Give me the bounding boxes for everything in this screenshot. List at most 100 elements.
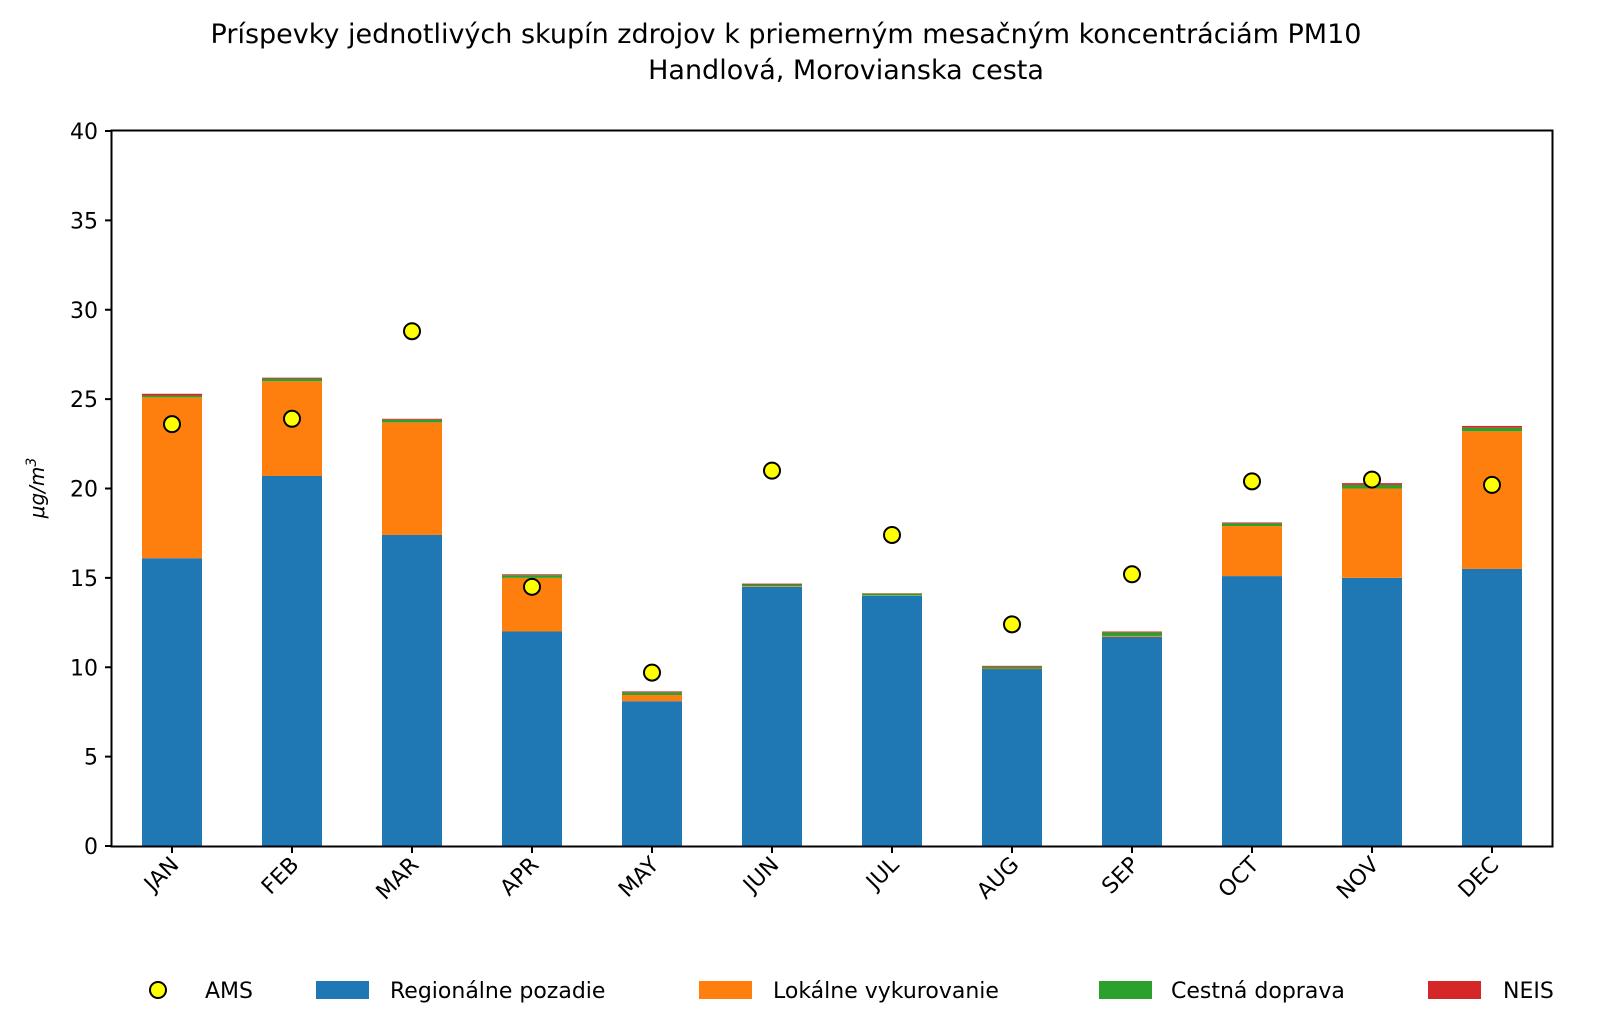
x-tick-label-mar: MAR xyxy=(372,853,425,906)
bar-segment-apr-2 xyxy=(502,575,562,578)
y-tick-label: 0 xyxy=(84,835,98,860)
x-tick-label-apr: APR xyxy=(496,853,545,902)
ams-point-feb xyxy=(283,409,301,428)
y-tick-label: 15 xyxy=(70,567,98,592)
ams-point-aug xyxy=(1003,615,1021,634)
bar-segment-may-1 xyxy=(622,694,682,702)
bar-segment-dec-2 xyxy=(1462,427,1522,432)
x-tick-label-jul: JUL xyxy=(861,852,905,896)
bar-segment-oct-3 xyxy=(1222,522,1282,524)
bar-segment-feb-3 xyxy=(262,377,322,379)
bar-segment-aug-0 xyxy=(982,669,1042,846)
x-tick-label-sep: SEP xyxy=(1097,853,1144,900)
legend-label: NEIS xyxy=(1503,979,1554,1004)
bar-segment-feb-1 xyxy=(262,381,322,476)
bar-segment-aug-3 xyxy=(982,665,1042,667)
legend-label: Cestná doprava xyxy=(1171,979,1345,1004)
x-tick-label-aug: AUG xyxy=(972,853,1024,905)
bar-segment-may-3 xyxy=(622,691,682,693)
legend-item-3: NEIS xyxy=(1428,979,1554,1004)
ams-point-nov xyxy=(1363,470,1381,489)
plot-frame xyxy=(110,129,1554,848)
bar-segment-jul-2 xyxy=(862,593,922,596)
x-tick-label-may: MAY xyxy=(614,852,664,902)
bar-segment-jan-2 xyxy=(142,395,202,398)
ams-point-oct xyxy=(1243,472,1261,491)
bar-segment-jan-3 xyxy=(142,393,202,396)
ams-point-mar xyxy=(403,322,421,341)
legend-label: Lokálne vykurovanie xyxy=(773,979,999,1004)
chart-title: Príspevky jednotlivých skupín zdrojov k … xyxy=(211,19,1362,50)
bar-segment-nov-1 xyxy=(1342,488,1402,578)
legend-swatch xyxy=(316,981,369,999)
bar-segment-mar-0 xyxy=(382,534,442,846)
ams-points xyxy=(163,322,1501,682)
legend-item-ams: AMS xyxy=(149,979,253,1004)
y-tick-label: 20 xyxy=(70,478,98,503)
y-tick-label: 35 xyxy=(70,209,98,234)
legend-swatch xyxy=(699,981,752,999)
bar-segment-aug-1 xyxy=(982,668,1042,670)
bar-segment-jul-0 xyxy=(862,595,922,846)
bar-segment-sep-3 xyxy=(1102,631,1162,633)
ams-point-jan xyxy=(163,415,181,434)
legend-swatch xyxy=(1428,981,1481,999)
bar-segment-sep-0 xyxy=(1102,636,1162,846)
bar-segment-apr-3 xyxy=(502,574,562,576)
ams-point-may xyxy=(643,663,661,682)
y-tick-label: 10 xyxy=(70,656,98,681)
legend: AMS Regionálne pozadie Lokálne vykurovanie… xyxy=(149,979,1554,1004)
ams-point-jun xyxy=(763,461,781,480)
bar-segment-aug-2 xyxy=(982,666,1042,669)
bar-segment-mar-3 xyxy=(382,418,442,420)
bar-segment-mar-1 xyxy=(382,422,442,535)
bar-segment-apr-0 xyxy=(502,631,562,846)
legend-item-1: Lokálne vykurovanie xyxy=(699,979,999,1004)
legend-swatch xyxy=(1099,981,1152,999)
chart-subtitle: Handlová, Morovianska cesta xyxy=(648,55,1044,86)
bar-segment-jun-1 xyxy=(742,586,802,587)
legend-item-2: Cestná doprava xyxy=(1099,979,1345,1004)
bar-segment-oct-2 xyxy=(1222,523,1282,527)
bar-segment-feb-2 xyxy=(262,378,322,382)
y-axis-ticks: 0 5 10 15 20 25 30 35 40 xyxy=(70,120,112,860)
bar-segment-sep-1 xyxy=(1102,635,1162,637)
legend-label: Regionálne pozadie xyxy=(390,979,605,1004)
bar-segment-dec-0 xyxy=(1462,568,1522,846)
bar-segment-sep-2 xyxy=(1102,632,1162,636)
ams-point-sep xyxy=(1123,565,1141,584)
x-tick-label-oct: OCT xyxy=(1214,852,1265,903)
bar-segment-oct-1 xyxy=(1222,526,1282,577)
bar-segment-mar-2 xyxy=(382,419,442,423)
bar-segment-oct-0 xyxy=(1222,576,1282,846)
bar-segment-feb-0 xyxy=(262,475,322,846)
y-tick-label: 25 xyxy=(70,388,98,413)
y-axis-label: μg/m3 xyxy=(24,458,49,520)
x-tick-label-nov: NOV xyxy=(1332,853,1384,905)
y-tick-label: 40 xyxy=(70,120,98,145)
legend-label-ams: AMS xyxy=(205,979,253,1004)
x-tick-label-dec: DEC xyxy=(1454,853,1504,903)
ams-point-apr xyxy=(523,577,541,596)
bar-segment-may-0 xyxy=(622,701,682,846)
legend-item-0: Regionálne pozadie xyxy=(316,979,605,1004)
bars xyxy=(142,377,1522,846)
x-axis-ticks: JAN FEB MAR APR MAY JUN JUL AUG SEP OCT NOV DEC xyxy=(139,846,1504,906)
x-tick-label-jun: JUN xyxy=(738,853,785,900)
bar-segment-jun-2 xyxy=(742,584,802,587)
bar-segment-dec-1 xyxy=(1462,431,1522,569)
y-tick-label: 30 xyxy=(70,299,98,324)
x-tick-label-feb: FEB xyxy=(257,853,304,900)
y-tick-label: 5 xyxy=(84,746,98,771)
ams-point-jul xyxy=(883,525,901,544)
bar-segment-jun-3 xyxy=(742,583,802,585)
bar-segment-nov-0 xyxy=(1342,577,1402,846)
bar-segment-may-2 xyxy=(622,692,682,695)
ams-point-dec xyxy=(1483,475,1501,494)
bar-segment-dec-3 xyxy=(1462,425,1522,428)
x-tick-label-jan: JAN xyxy=(139,853,185,899)
bar-segment-jun-0 xyxy=(742,586,802,846)
legend-marker-ams xyxy=(149,981,167,999)
bar-segment-jan-0 xyxy=(142,558,202,846)
